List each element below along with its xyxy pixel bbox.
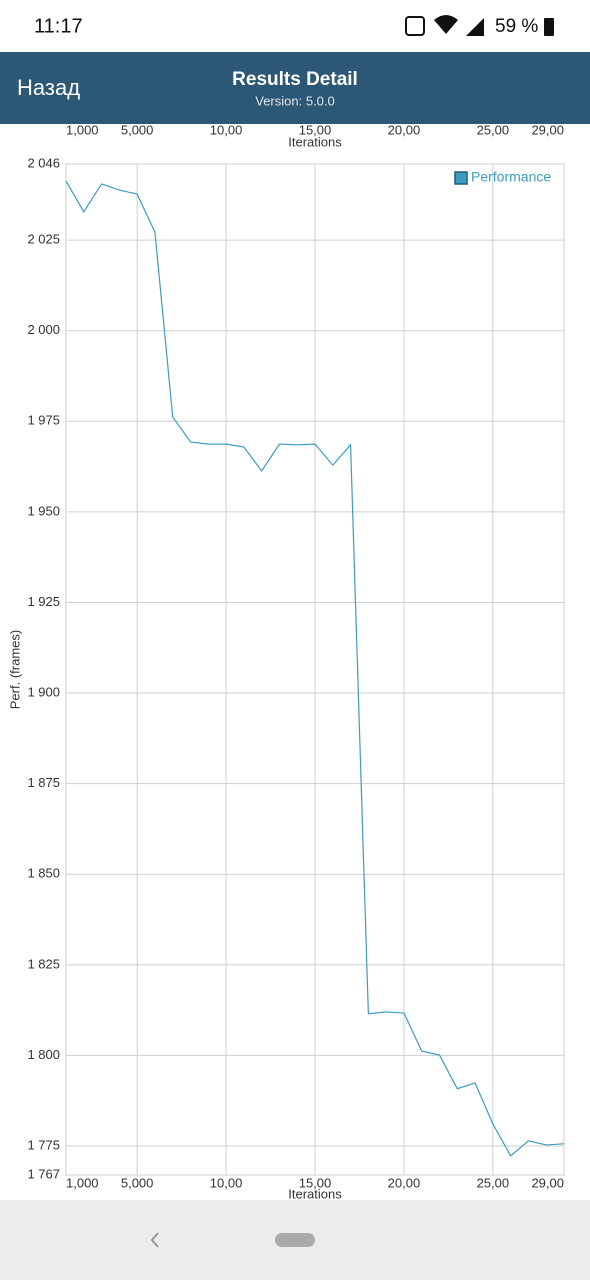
x-tick-label-bottom: 15,00 [299, 1175, 332, 1190]
y-tick-label: 1 950 [27, 503, 60, 518]
y-tick-label: 2 046 [27, 155, 60, 170]
status-time: 11:17 [34, 15, 83, 37]
status-bar [0, 0, 590, 52]
y-tick-label: 1 800 [27, 1047, 60, 1062]
x-tick-label-top: 25,00 [477, 122, 510, 137]
app-header [0, 52, 590, 124]
x-tick-label-top: 20,00 [388, 122, 421, 137]
x-tick-label-top: 5,000 [121, 122, 154, 137]
x-axis-label-bottom: Iterations [288, 1186, 342, 1201]
x-axis-label-top: Iterations [288, 134, 342, 149]
y-tick-label: 1 975 [27, 413, 60, 428]
x-tick-label-top: 10,00 [210, 122, 243, 137]
y-tick-label: 1 900 [27, 684, 60, 699]
header-subtitle: Version: 5.0.0 [255, 93, 335, 108]
x-tick-label-bottom: 1,000 [66, 1175, 99, 1190]
x-tick-label-bottom: 10,00 [210, 1175, 243, 1190]
x-tick-label-bottom: 5,000 [121, 1175, 154, 1190]
y-tick-label: 1 925 [27, 594, 60, 609]
data-line [65, 180, 565, 1157]
x-tick-label-bottom: 29,00 [531, 1175, 564, 1190]
signal-icon [466, 18, 484, 36]
y-axis-label: Perf. (frames) [7, 630, 22, 709]
x-tick-label-top: 29,00 [531, 122, 564, 137]
chart-background [0, 124, 590, 1200]
x-tick-label-bottom: 25,00 [477, 1175, 510, 1190]
x-tick-label-bottom: 20,00 [388, 1175, 421, 1190]
y-tick-label: 1 767 [27, 1166, 60, 1181]
battery-icon [544, 18, 554, 36]
nav-home[interactable] [275, 1233, 315, 1247]
y-tick-label: 2 025 [27, 232, 60, 247]
y-tick-label: 1 850 [27, 866, 60, 881]
y-tick-label: 1 875 [27, 775, 60, 790]
x-tick-label-top: 1,000 [66, 122, 99, 137]
nav-back[interactable] [150, 1232, 159, 1248]
battery-text: 59 % [495, 16, 538, 37]
back-button[interactable]: Назад [17, 75, 80, 100]
legend-label: Performance [471, 169, 551, 185]
header-title: Results Detail [232, 69, 358, 90]
legend-swatch [454, 171, 468, 185]
y-tick-label: 1 775 [27, 1137, 60, 1152]
y-tick-label: 1 825 [27, 956, 60, 971]
x-tick-label-top: 15,00 [299, 122, 332, 137]
chart: 1 767 1 775 1 800 1 825 1 850 1 875 1 900 1 925… [7, 122, 565, 1201]
nfc-icon [405, 16, 425, 36]
y-tick-label: 2 000 [27, 322, 60, 337]
wifi-icon [434, 15, 458, 34]
